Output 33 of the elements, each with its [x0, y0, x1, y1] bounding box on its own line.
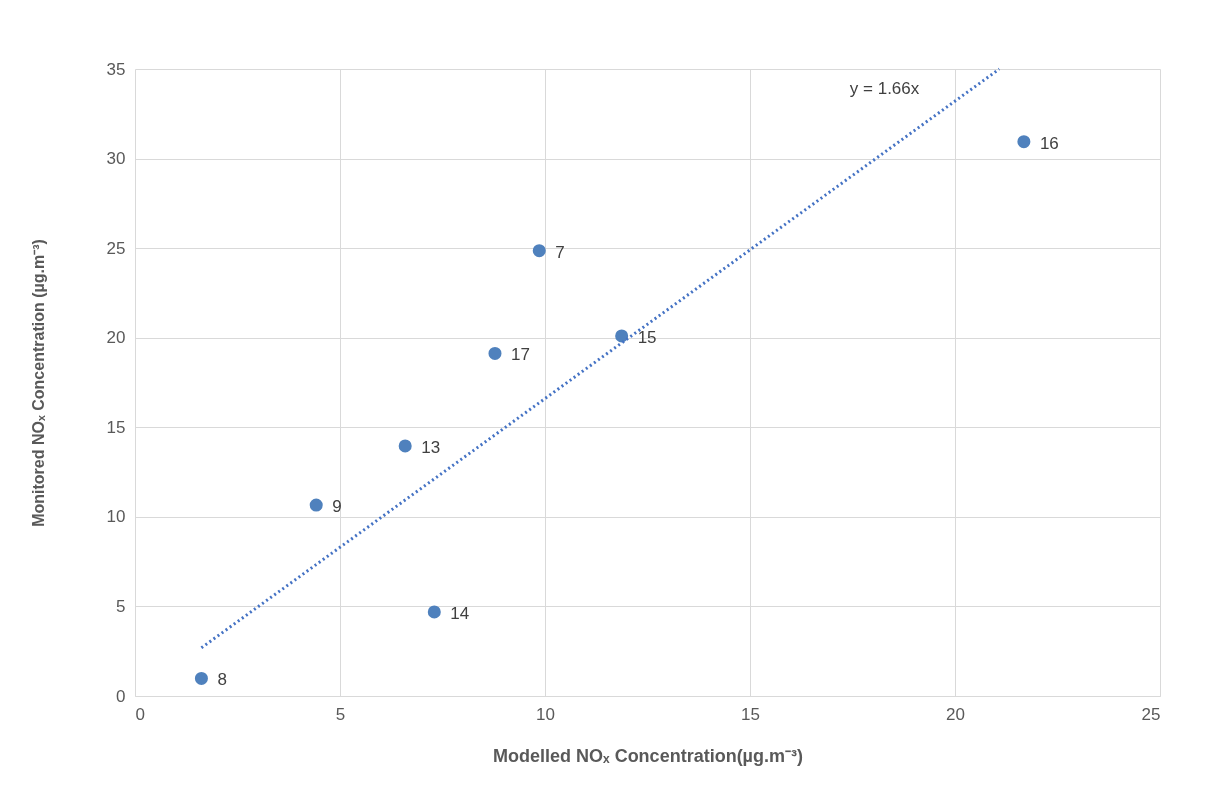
annotation: y = 1.66x: [849, 79, 920, 98]
x-tick-label: 20: [946, 704, 965, 724]
point: [398, 439, 412, 453]
point: [532, 244, 546, 258]
annotation: 13: [421, 437, 441, 457]
annotation: 17: [510, 345, 530, 365]
y-tick-label: 25: [106, 238, 126, 258]
annotation: 7: [555, 242, 565, 262]
y-tick-label: 5: [116, 596, 126, 616]
x-tick-label: 25: [1141, 704, 1161, 724]
x-tick-label: 15: [741, 704, 760, 724]
x-tick-label: 10: [536, 704, 555, 724]
point: [1017, 135, 1031, 149]
point: [194, 671, 208, 685]
y-axis-title: Monitored NOₓ Concentration (µg.m⁻³): [29, 239, 47, 527]
y-tick-label: 10: [106, 507, 126, 527]
x-tick-label: 5: [335, 704, 346, 724]
point: [615, 329, 629, 343]
point: [309, 498, 323, 512]
annotation: 16: [1039, 133, 1059, 153]
y-tick-label: 35: [106, 59, 126, 79]
point: [427, 605, 441, 619]
y-tick-label: 20: [106, 328, 126, 348]
annotation: 14: [450, 603, 470, 623]
point: [488, 346, 502, 360]
y-tick-label: 30: [106, 149, 126, 169]
annotation: 15: [637, 327, 657, 347]
y-tick-label: 0: [116, 686, 126, 706]
x-axis-title: Modelled NOₓ Concentration(µg.m⁻³): [493, 745, 803, 766]
annotation: 8: [217, 670, 227, 690]
annotation: 9: [332, 497, 342, 517]
x-tick-label: 0: [135, 704, 145, 724]
y-tick-label: 15: [106, 417, 126, 437]
